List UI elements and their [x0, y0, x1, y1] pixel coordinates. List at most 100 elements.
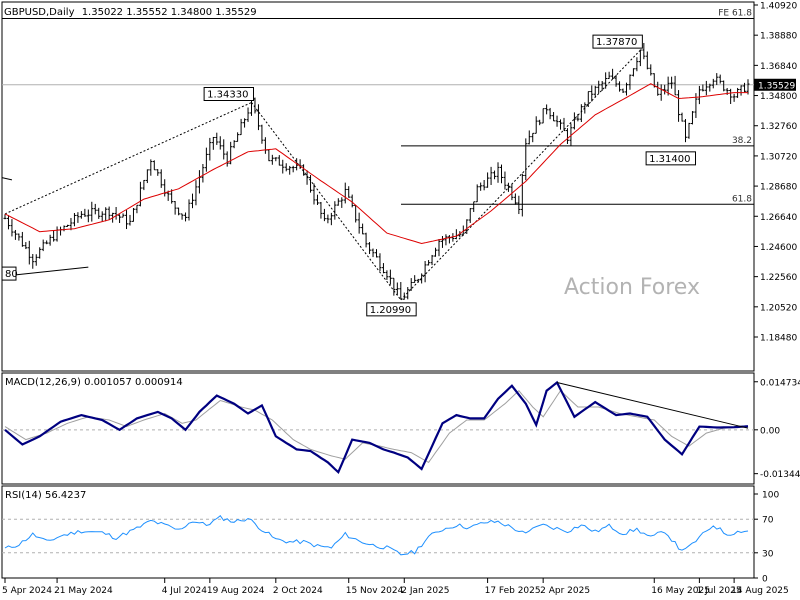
- price-bar: [645, 51, 649, 70]
- rsi-ytick-label: 0: [762, 575, 768, 585]
- support-line: [4, 266, 89, 277]
- rsi-ytick-label: 100: [762, 491, 779, 501]
- price-bar: [402, 292, 406, 300]
- price-ytick-label: 1.36840: [760, 62, 797, 72]
- price-bar: [572, 112, 576, 130]
- price-bar: [670, 76, 674, 89]
- price-bar: [274, 157, 278, 162]
- price-bar: [611, 68, 615, 80]
- price-bar: [434, 247, 438, 257]
- macd-ytick-label: 0.014734: [760, 378, 800, 388]
- price-bar: [427, 260, 431, 266]
- price-bar: [204, 147, 208, 172]
- price-bar: [718, 74, 722, 84]
- price-bar: [489, 166, 493, 185]
- price-bar: [340, 197, 344, 208]
- price-bar: [420, 273, 424, 284]
- price-bar: [312, 183, 316, 205]
- price-bar: [152, 160, 156, 171]
- price-bar: [541, 108, 545, 124]
- price-bar: [704, 80, 708, 96]
- price-bar: [65, 224, 69, 227]
- price-bar: [583, 102, 587, 114]
- price-bar: [194, 180, 198, 206]
- price-bar: [291, 165, 295, 173]
- price-bar: [468, 208, 472, 223]
- price-bar: [538, 119, 542, 126]
- price-bar: [743, 82, 747, 93]
- price-bar: [711, 78, 715, 89]
- macd-line: [4, 380, 749, 475]
- price-annotation: 1.34330: [203, 86, 255, 101]
- price-bar: [531, 132, 535, 143]
- price-bar: [565, 128, 569, 144]
- trendline-dashed-1: [4, 102, 252, 215]
- macd-panel: MACD(12,26,9) 0.001057 0.000914 0.014734…: [1, 372, 800, 485]
- price-bar: [381, 263, 385, 274]
- rsi-panel: RSI(14) 56.4237 100 70 30 0: [1, 485, 779, 585]
- x-tick-label: 19 Aug 2024: [207, 586, 265, 596]
- price-bar: [392, 277, 396, 296]
- price-bar: [701, 84, 705, 92]
- price-bar: [170, 189, 174, 204]
- price-bar: [621, 88, 625, 94]
- price-bar: [729, 88, 733, 104]
- x-tick-label: 15 Nov 2024: [346, 586, 404, 596]
- price-bar: [364, 232, 368, 248]
- price-bar: [48, 234, 52, 246]
- price-bar: [545, 104, 549, 115]
- price-ytick-label: 1.24600: [760, 243, 797, 253]
- price-bar: [555, 115, 559, 127]
- price-bar: [663, 84, 667, 95]
- price-bar: [590, 85, 594, 102]
- price-bar: [423, 260, 427, 283]
- price-bar: [138, 181, 142, 207]
- price-bar: [399, 282, 403, 300]
- price-bar: [368, 242, 372, 254]
- x-tick-label: 5 Apr 2024: [2, 586, 52, 596]
- price-bar: [302, 164, 306, 176]
- price-bar: [93, 203, 97, 215]
- price-bar: [638, 49, 642, 67]
- macd-header: MACD(12,26,9) 0.001057 0.000914: [5, 377, 183, 388]
- price-bar: [680, 112, 684, 122]
- price-bar: [315, 194, 319, 205]
- price-bar: [107, 206, 111, 220]
- price-bar: [3, 214, 7, 220]
- price-bar: [486, 172, 490, 188]
- price-bar: [708, 83, 712, 92]
- price-bar: [10, 219, 14, 237]
- price-annotation: 1.31400: [645, 151, 697, 166]
- price-bar: [604, 72, 608, 89]
- price-bar: [305, 170, 309, 185]
- price-bar: [527, 130, 531, 145]
- price-bar: [145, 169, 149, 184]
- price-annotation: 1.20990: [366, 302, 417, 317]
- price-bar: [465, 219, 469, 235]
- price-annotation-label: 80: [5, 269, 18, 280]
- x-tick-label: 21 May 2024: [54, 586, 113, 596]
- price-bar: [326, 214, 330, 224]
- price-bar: [34, 254, 38, 266]
- price-bar: [215, 132, 219, 145]
- price-bar: [256, 104, 260, 131]
- price-bar: [38, 247, 42, 259]
- price-bar: [624, 82, 628, 96]
- price-bar: [371, 248, 375, 258]
- price-ytick-label: 1.26640: [760, 213, 797, 223]
- price-bar: [190, 193, 194, 209]
- price-bar: [635, 57, 639, 72]
- price-bar: [517, 195, 521, 215]
- watermark: Action Forex: [564, 275, 700, 300]
- price-bar: [329, 212, 333, 226]
- price-bar: [506, 182, 510, 192]
- price-bar: [24, 242, 28, 250]
- price-bar: [131, 207, 135, 222]
- price-bar: [243, 118, 247, 128]
- price-bar: [416, 278, 420, 283]
- price-bar: [690, 111, 694, 125]
- price-annotation-box: [366, 302, 417, 317]
- trendline-dashed-3: [400, 49, 641, 301]
- price-bar: [281, 159, 285, 174]
